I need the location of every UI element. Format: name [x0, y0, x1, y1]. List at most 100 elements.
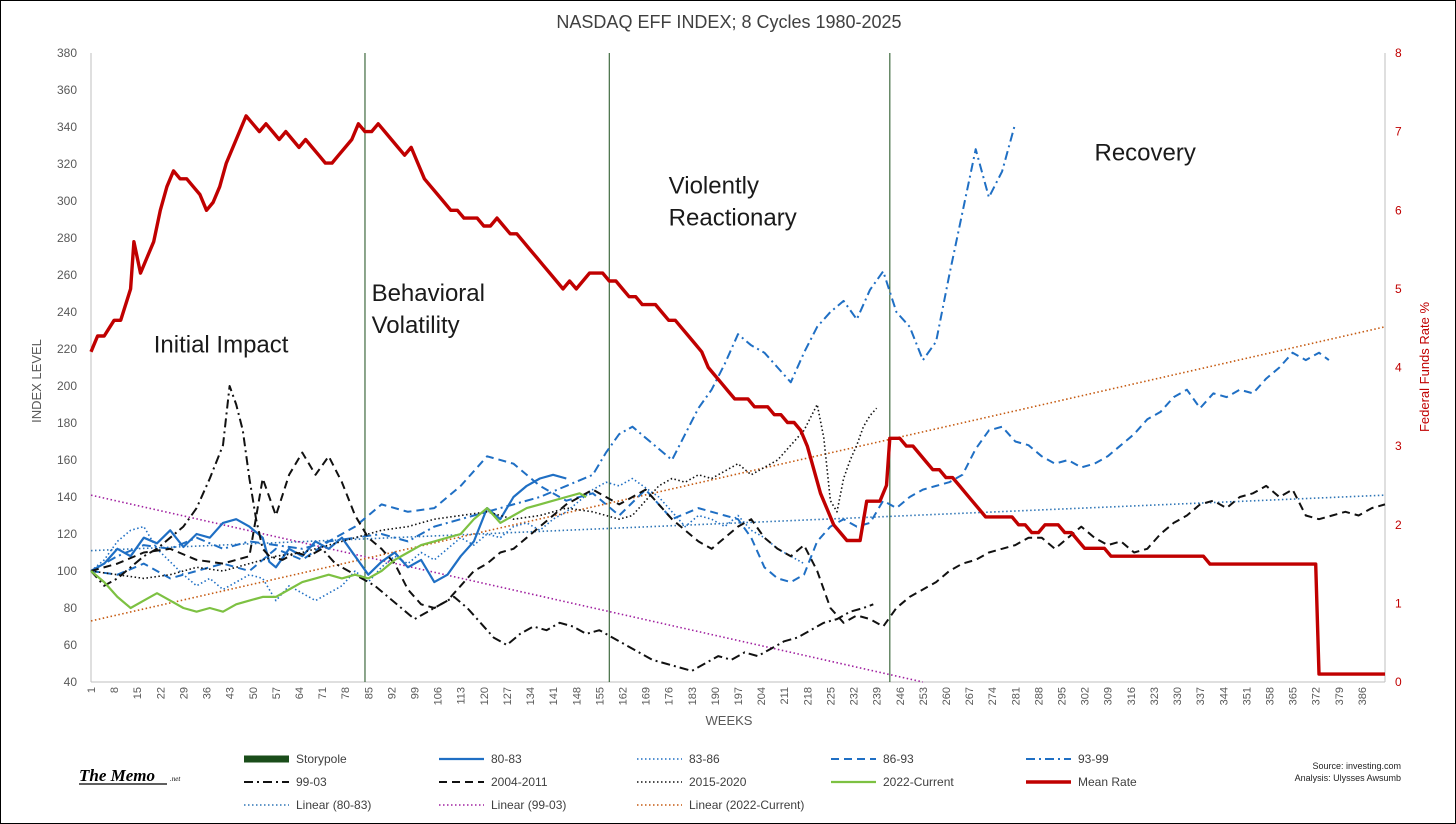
x-tick-label: 239 [872, 687, 884, 705]
y2-tick-label: 8 [1395, 46, 1402, 60]
y2-tick-label: 4 [1395, 361, 1402, 375]
legend-label-80-83: 80-83 [491, 752, 522, 766]
x-tick-label: 134 [525, 687, 537, 705]
x-tick-label: 344 [1218, 687, 1230, 705]
x-tick-label: 8 [109, 687, 121, 693]
legend-label-mean-rate: Mean Rate [1078, 775, 1137, 789]
trendline-linear-80-83 [90, 494, 1386, 552]
logo: The Memo .net [79, 766, 181, 785]
y-tick-label: 120 [57, 527, 77, 541]
x-tick-label: 162 [617, 687, 629, 705]
x-tick-label: 106 [433, 687, 445, 705]
legend: Storypole 80-83 83-86 86-93 93-99 99-03 2004-2… [244, 752, 1137, 812]
y-tick-label: 100 [57, 564, 77, 578]
x-tick-label: 36 [202, 687, 214, 699]
y-tick-label: 240 [57, 305, 77, 319]
phase-label-line: Volatility [372, 312, 460, 339]
y2-tick-label: 7 [1395, 125, 1402, 139]
x-tick-label: 281 [1010, 687, 1022, 705]
y2-tick-label: 6 [1395, 203, 1402, 217]
legend-label-linear-2022-current: Linear (2022-Current) [689, 798, 804, 812]
x-tick-label: 386 [1357, 687, 1369, 705]
phase-label-line: Initial Impact [154, 332, 289, 359]
y2-axis-title: Federal Funds Rate % [1417, 302, 1432, 433]
legend-label-linear-80-83: Linear (80-83) [296, 798, 371, 812]
phase-label-line: Behavioral [372, 280, 485, 307]
x-tick-label: 274 [987, 687, 999, 705]
x-tick-label: 57 [271, 687, 283, 699]
x-tick-label: 120 [479, 687, 491, 705]
x-tick-label: 127 [502, 687, 514, 705]
x-tick-label: 99 [410, 687, 422, 699]
x-tick-label: 15 [132, 687, 144, 699]
x-tick-label: 288 [1033, 687, 1045, 705]
y-tick-label: 80 [64, 601, 78, 615]
y-tick-label: 360 [57, 83, 77, 97]
x-tick-label: 351 [1241, 687, 1253, 705]
x-tick-label: 43 [225, 687, 237, 699]
x-tick-label: 71 [317, 687, 329, 699]
y2-axis-ticks: 0 1 2 3 4 5 6 7 8 [1395, 46, 1402, 689]
x-tick-label: 29 [178, 687, 190, 699]
y-tick-label: 340 [57, 120, 77, 134]
x-tick-label: 85 [363, 687, 375, 699]
x-tick-label: 148 [571, 687, 583, 705]
x-tick-label: 204 [756, 687, 768, 705]
legend-label-2004-2011: 2004-2011 [491, 775, 548, 789]
series-line-93-99 [90, 123, 1017, 572]
y-tick-label: 180 [57, 416, 77, 430]
y-tick-label: 220 [57, 342, 77, 356]
axes [90, 53, 1386, 683]
y-tick-label: 200 [57, 379, 77, 393]
y2-tick-label: 2 [1395, 518, 1402, 532]
x-axis-title: WEEKS [706, 713, 753, 728]
trendlines [90, 326, 1386, 683]
legend-label-83-86: 83-86 [689, 752, 720, 766]
logo-suffix: .net [170, 775, 181, 783]
phase-labels: Initial Impact Behavioral Volatility Violen… [154, 139, 1196, 358]
y-axis-ticks: 40 60 80 100 120 140 160 180 200 220 240 260 280 300 3… [57, 46, 77, 689]
x-tick-label: 379 [1334, 687, 1346, 705]
x-tick-label: 50 [248, 687, 260, 699]
y-axis-title: INDEX LEVEL [29, 339, 44, 423]
legend-label-99-03: 99-03 [296, 775, 327, 789]
x-tick-label: 64 [294, 687, 306, 699]
series-lines [89, 114, 1386, 676]
x-tick-label: 183 [687, 687, 699, 705]
phase-label-line: Violently [669, 173, 759, 200]
phase-label: Behavioral Volatility [372, 280, 485, 339]
x-tick-label: 302 [1080, 687, 1092, 705]
x-tick-label: 330 [1172, 687, 1184, 705]
series-line-86-93 [90, 351, 1330, 584]
x-tick-label: 365 [1288, 687, 1300, 705]
source-line: Source: investing.com [1312, 761, 1401, 771]
x-tick-label: 113 [456, 687, 468, 705]
legend-label-linear-99-03: Linear (99-03) [491, 798, 566, 812]
series-line-2022-current [90, 492, 587, 613]
x-axis-ticks: 1 8 15 22 29 36 43 50 57 64 71 78 85 92 99 106 113 120 127… [86, 687, 1369, 705]
y-tick-label: 140 [57, 490, 77, 504]
x-tick-label: 358 [1264, 687, 1276, 705]
x-tick-label: 225 [825, 687, 837, 705]
x-tick-label: 92 [386, 687, 398, 699]
legend-label-93-99: 93-99 [1078, 752, 1109, 766]
x-tick-label: 218 [802, 687, 814, 705]
phase-label: Initial Impact [154, 332, 289, 359]
legend-label-2015-2020: 2015-2020 [689, 775, 747, 789]
x-tick-label: 211 [779, 687, 791, 705]
y-tick-label: 320 [57, 157, 77, 171]
logo-main: The Memo [79, 766, 155, 785]
x-tick-label: 337 [1195, 687, 1207, 705]
phase-label-line: Recovery [1095, 139, 1196, 166]
x-tick-label: 246 [895, 687, 907, 705]
x-tick-label: 309 [1103, 687, 1115, 705]
legend-label-86-93: 86-93 [883, 752, 914, 766]
series-line-80-83 [90, 473, 567, 584]
y-tick-label: 40 [64, 675, 78, 689]
x-tick-label: 316 [1126, 687, 1138, 705]
x-tick-label: 295 [1057, 687, 1069, 705]
x-tick-label: 78 [340, 687, 352, 699]
x-tick-label: 260 [941, 687, 953, 705]
x-tick-label: 267 [964, 687, 976, 705]
